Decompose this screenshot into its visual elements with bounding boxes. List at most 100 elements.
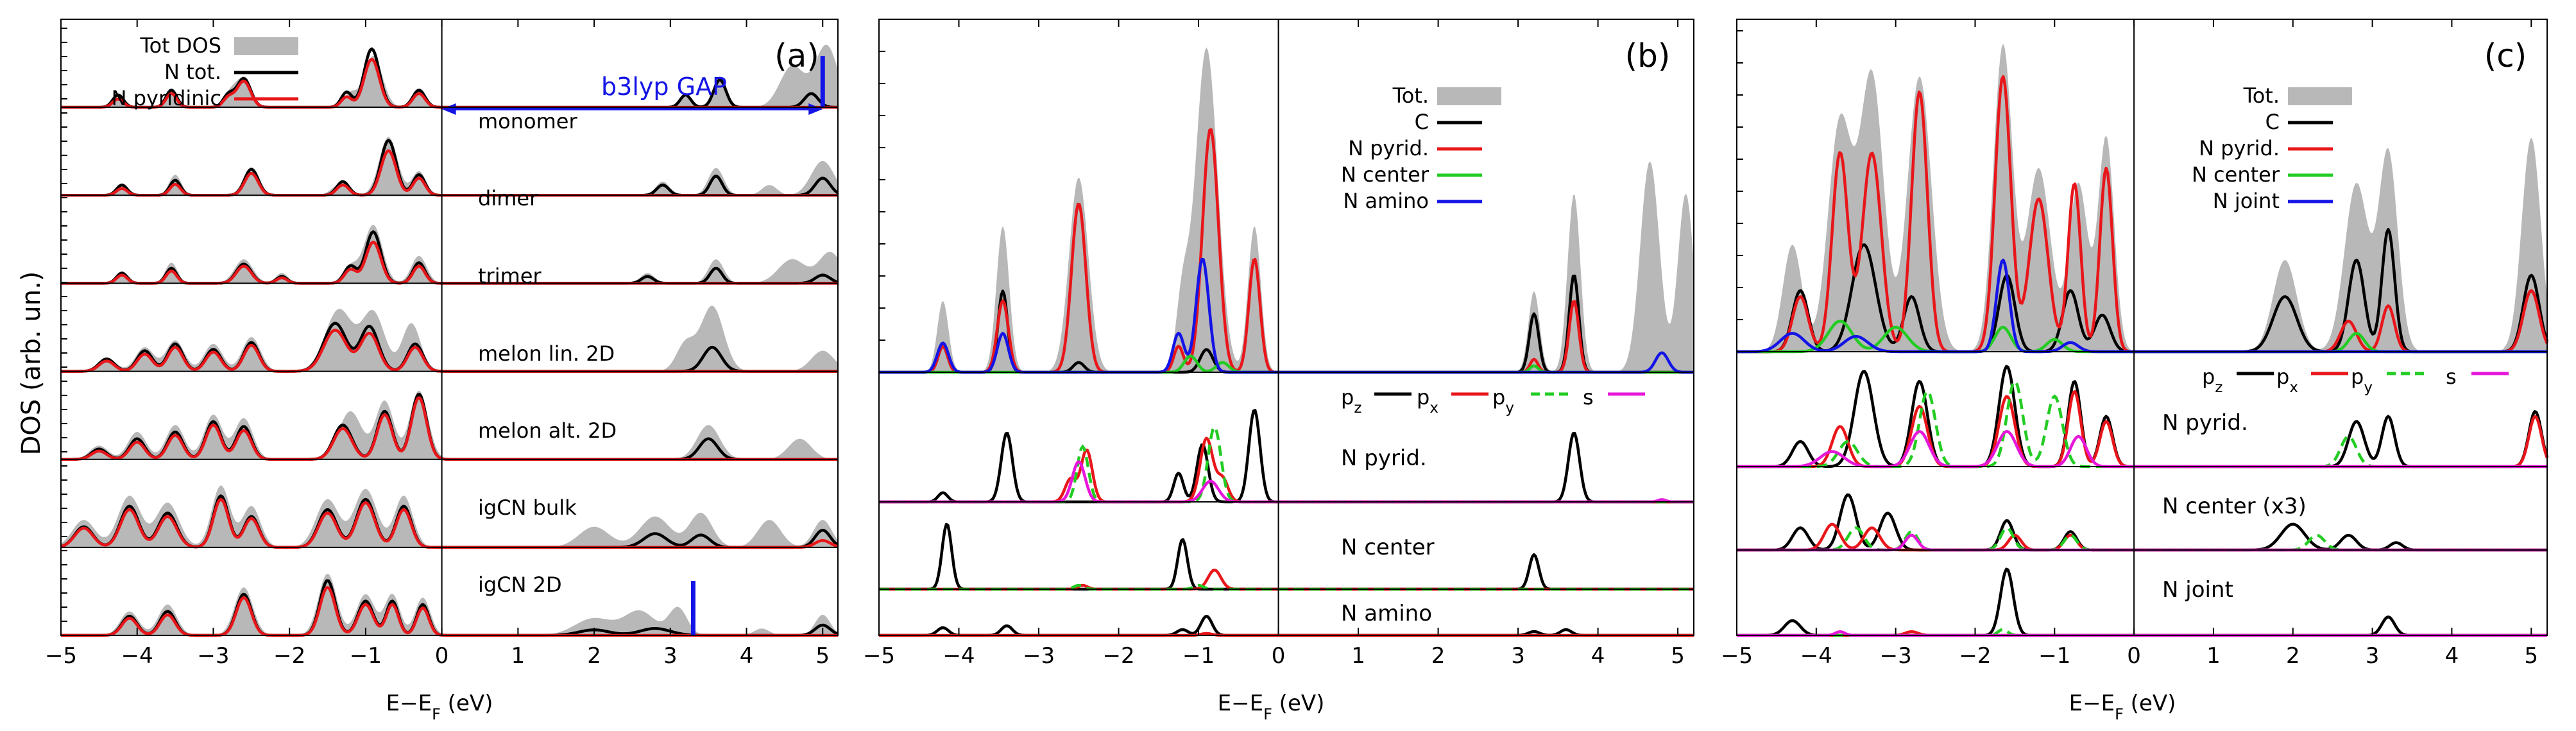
legend-b-namino: N amino <box>1343 189 1429 213</box>
s-line-c-0 <box>1737 430 2547 469</box>
pz-line-c-2 <box>1737 567 2547 637</box>
sub-label-c-njoint: N joint <box>2162 577 2233 603</box>
tot-fill-c <box>1737 44 2547 352</box>
x-tick-label-b: −4 <box>943 643 975 669</box>
x-tick-label-b: 4 <box>1591 643 1605 669</box>
frame-c <box>1736 19 2548 636</box>
tot-fill-a-3 <box>61 305 838 372</box>
x-tick-label-b: 3 <box>1511 643 1525 669</box>
sub-label-b-namino: N amino <box>1341 601 1432 626</box>
x-tick-label-c: 4 <box>2445 643 2459 669</box>
npyr-line-a-6 <box>61 586 838 637</box>
pz-line-b-0 <box>879 409 1694 504</box>
row-label-trimer: trimer <box>478 264 542 288</box>
x-tick-label-b: 0 <box>1272 643 1286 669</box>
x-tick-label-a: −5 <box>45 643 77 669</box>
x-tick-label-c: 1 <box>2206 643 2221 669</box>
x-tick-label-a: 3 <box>663 643 678 669</box>
legend-b-c: C <box>1415 110 1429 134</box>
x-tick-label-b: −5 <box>863 643 895 669</box>
legend-c-njoint: N joint <box>2213 189 2280 213</box>
legend-c-c: C <box>2265 110 2280 134</box>
px-line-b-1 <box>879 568 1694 591</box>
sub-label-b-ncenter: N center <box>1341 535 1435 560</box>
x-tick-label-c: −3 <box>1880 643 1912 669</box>
x-tick-label-c: 0 <box>2127 643 2141 669</box>
row-label-igcn-2d: igCN 2D <box>478 572 562 597</box>
legend-swatch-c-tot <box>2288 87 2352 105</box>
frame-a <box>60 19 839 636</box>
x-tick-label-c: −5 <box>1721 643 1753 669</box>
gap-arrow-left-head <box>441 103 456 115</box>
sub-label-c-ncenter: N center (x3) <box>2162 494 2307 519</box>
legend-swatch-a-tot <box>234 37 298 55</box>
orb-legend-b-pz: pz <box>1341 385 1361 417</box>
x-tick-label-b: 2 <box>1431 643 1446 669</box>
gap-label: b3lyp GAP <box>601 73 727 101</box>
x-tick-label-a: −4 <box>121 643 153 669</box>
orb-legend-b-px: px <box>1417 385 1438 417</box>
x-tick-label-c: −4 <box>1800 643 1832 669</box>
orb-legend-b-s: s <box>1583 385 1594 409</box>
x-axis-label-b: E−EF (eV) <box>1218 691 1325 723</box>
tot-dos-fills <box>61 37 2547 635</box>
frame-b <box>878 19 1694 636</box>
x-tick-label-c: 2 <box>2286 643 2300 669</box>
x-tick-label-a: 5 <box>815 643 830 669</box>
x-tick-label-c: −2 <box>1959 643 1991 669</box>
pz-line-b-1 <box>879 522 1694 591</box>
orb-legend-c-py: py <box>2351 365 2373 396</box>
x-tick-label-a: 2 <box>587 643 601 669</box>
orb-legend-b-py: py <box>1492 385 1514 417</box>
row-label-melon-lin: melon lin. 2D <box>478 341 615 366</box>
tot-fill-a-5 <box>61 485 838 547</box>
tot-fill-b <box>879 47 1694 373</box>
legend-a-ntot: N tot. <box>164 60 221 84</box>
orb-legend-c-px: px <box>2276 365 2298 396</box>
x-tick-label-c: 3 <box>2366 643 2380 669</box>
x-tick-label-b: 1 <box>1351 643 1365 669</box>
row-label-dimer: dimer <box>478 186 538 211</box>
px-line-c-0 <box>1737 390 2549 469</box>
legend-a-tot: Tot DOS <box>139 33 221 58</box>
x-tick-label-b: 5 <box>1671 643 1685 669</box>
x-tick-label-b: −3 <box>1023 643 1055 669</box>
row-label-monomer: monomer <box>478 109 577 133</box>
pz-line-b-2 <box>879 614 1694 637</box>
py-line-c-0 <box>1737 380 2547 469</box>
legend-c-npyr: N pyrid. <box>2199 136 2280 160</box>
legend-c-ncenter: N center <box>2192 162 2280 187</box>
panel-tag-c: (c) <box>2484 37 2527 74</box>
legend-b-tot: Tot. <box>1392 83 1429 108</box>
x-tick-label-c: 5 <box>2524 643 2538 669</box>
x-tick-label-b: −2 <box>1102 643 1134 669</box>
x-tick-label-a: 4 <box>740 643 754 669</box>
legend-a-npyr: N pyridinic <box>112 86 221 110</box>
x-tick-label-a: −2 <box>273 643 305 669</box>
legend-b-npyr: N pyrid. <box>1348 136 1429 160</box>
x-tick-label-a: 1 <box>511 643 525 669</box>
sub-label-b-npyr: N pyrid. <box>1341 445 1427 471</box>
row-label-melon-alt: melon alt. 2D <box>478 418 617 443</box>
legend-c-tot: Tot. <box>2243 83 2280 108</box>
x-tick-label-b: −1 <box>1182 643 1215 669</box>
x-tick-label-a: −3 <box>197 643 229 669</box>
x-axis-label-c: E−EF (eV) <box>2069 691 2176 723</box>
legend-swatch-b-tot <box>1437 87 1501 105</box>
pz-line-c-1 <box>1737 493 2547 552</box>
orb-legend-c-pz: pz <box>2202 365 2222 396</box>
legend-b-ncenter: N center <box>1341 162 1429 187</box>
y-axis-label: DOS (arb. un.) <box>17 271 46 456</box>
row-label-igcn-bulk: igCN bulk <box>478 495 577 520</box>
gap-arrow-right-head <box>808 103 823 115</box>
x-tick-label-c: −1 <box>2038 643 2070 669</box>
x-tick-label-a: 0 <box>435 643 449 669</box>
sub-label-c-npyr: N pyrid. <box>2162 410 2248 436</box>
orb-legend-c-s: s <box>2446 365 2457 389</box>
panel-tag-b: (b) <box>1625 37 1671 74</box>
panel-tag-a: (a) <box>774 37 819 74</box>
labels: −5 −4 −3 −2 −1 0 1 2 3 4 5 −5 −4 −3 −2 −1 0 1 2 3 4 5 −5 −4 −3 −2… <box>45 643 2538 669</box>
tot-fill-a-4 <box>61 390 838 460</box>
x-tick-label-a: −1 <box>350 643 382 669</box>
